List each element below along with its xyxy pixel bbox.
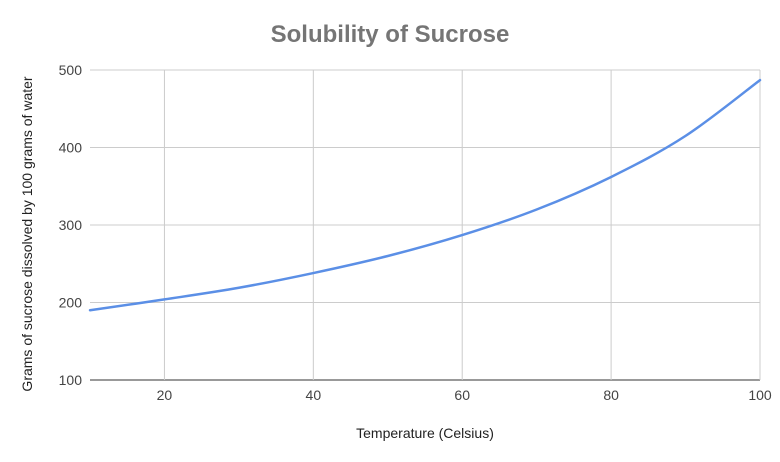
x-axis-label: Temperature (Celsius) [356, 425, 494, 441]
series-line-solubility [88, 78, 762, 312]
data-point-20 [161, 296, 167, 302]
chart-title: Solubility of Sucrose [271, 21, 510, 48]
tick-labels: 100 200 300 400 500 20 40 60 80 100 [59, 62, 772, 403]
y-tick-label-200: 200 [59, 295, 83, 311]
data-point-90 [683, 133, 689, 139]
y-tick-label-400: 400 [59, 140, 83, 156]
data-point-100 [757, 77, 763, 83]
x-tick-label-20: 20 [157, 387, 173, 403]
data-point-40 [310, 270, 316, 276]
data-point-70 [534, 207, 540, 213]
data-point-30 [236, 285, 242, 291]
y-tick-label-100: 100 [59, 372, 83, 388]
x-tick-label-80: 80 [603, 387, 619, 403]
x-tick-label-100: 100 [748, 387, 772, 403]
data-point-80 [608, 174, 614, 180]
y-tick-label-500: 500 [59, 62, 83, 78]
x-tick-label-60: 60 [454, 387, 470, 403]
x-tick-label-40: 40 [306, 387, 322, 403]
y-tick-label-300: 300 [59, 217, 83, 233]
data-point-50 [385, 253, 391, 259]
grid [90, 69, 761, 381]
data-point-10 [87, 307, 93, 313]
data-point-60 [459, 232, 465, 238]
y-axis-label: Grams of sucrose dissolved by 100 grams … [19, 76, 35, 391]
series-layer [87, 77, 763, 313]
